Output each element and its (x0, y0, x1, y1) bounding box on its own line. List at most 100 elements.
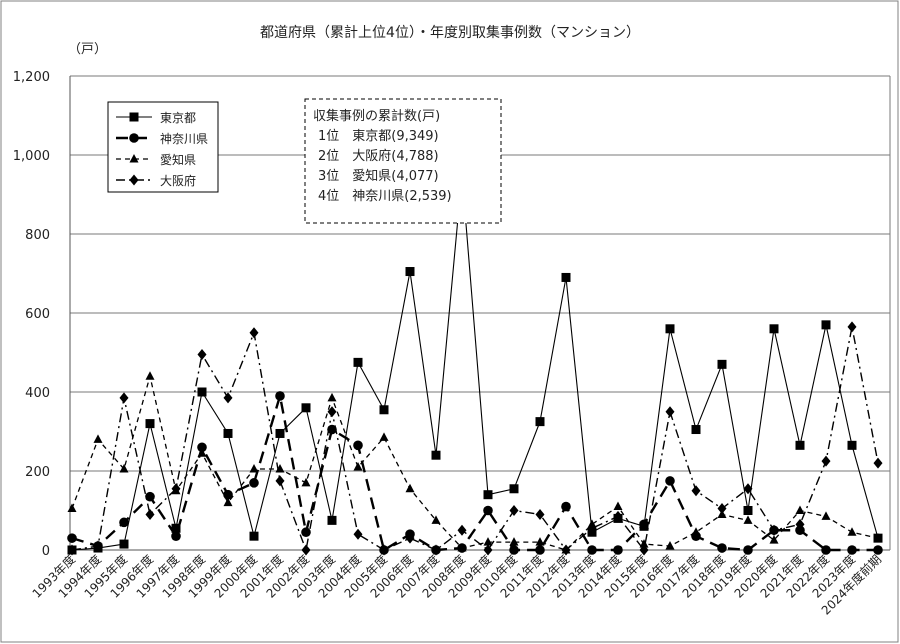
data-point (353, 357, 363, 367)
data-point (197, 448, 207, 457)
data-point (691, 485, 701, 497)
data-point (613, 545, 623, 555)
data-point (353, 462, 363, 471)
data-point (197, 348, 207, 360)
data-point (119, 517, 129, 528)
data-point (405, 483, 415, 493)
data-point (665, 476, 675, 486)
annotation-line: 1位 東京都(9,349) (318, 128, 439, 144)
data-point (457, 524, 467, 536)
data-point (483, 490, 493, 500)
data-point (301, 403, 311, 413)
data-point (275, 391, 285, 401)
annotation-line: 4位 神奈川県(2,539) (318, 189, 452, 204)
y-tick-labels: 0 200 400 600 800 1,000 1,200 (13, 70, 50, 559)
series-line (71, 326, 879, 551)
data-point (327, 392, 337, 402)
data-point (691, 527, 701, 536)
legend-marker (129, 174, 139, 186)
data-point (847, 527, 857, 536)
legend-marker (129, 154, 139, 163)
data-point (145, 491, 155, 502)
data-point (145, 419, 155, 429)
data-point (613, 510, 623, 522)
data-point (275, 475, 285, 487)
data-point (821, 455, 831, 467)
data-point (353, 440, 363, 451)
data-point (171, 531, 181, 541)
annotation-line: 3位 愛知県(4,077) (318, 168, 439, 184)
data-point (379, 544, 389, 556)
data-point (795, 440, 805, 450)
data-point (535, 417, 545, 427)
data-point (171, 483, 181, 495)
data-point (197, 442, 207, 453)
data-point (847, 545, 857, 555)
data-point (665, 541, 675, 550)
data-point (223, 428, 233, 438)
series-4 (67, 321, 883, 556)
data-point (223, 497, 233, 507)
legend-label: 大阪府 (160, 173, 196, 188)
data-point (457, 543, 467, 552)
data-point (93, 540, 103, 552)
data-point (483, 505, 493, 516)
data-point (587, 522, 597, 534)
chart-title: 都道府県（累計上位4位）・年度別取集事例数（マンション） (260, 24, 640, 41)
annotation-frame (304, 98, 502, 224)
legend-marker (129, 112, 139, 122)
data-point (847, 321, 857, 333)
data-point (405, 532, 415, 544)
data-point (665, 406, 675, 418)
data-point (327, 515, 337, 525)
data-point (743, 545, 753, 555)
data-point (847, 440, 857, 450)
data-point (249, 464, 259, 473)
data-point (431, 450, 441, 460)
data-point (639, 519, 649, 530)
series-layer (67, 170, 883, 556)
data-point (561, 501, 571, 512)
data-point (509, 505, 519, 516)
data-point (535, 537, 545, 546)
data-point (119, 392, 129, 404)
data-point (587, 545, 597, 555)
data-point (743, 483, 753, 495)
data-point (379, 405, 389, 415)
data-point (717, 543, 727, 553)
data-point (743, 515, 753, 524)
data-point (639, 544, 649, 556)
legend-label: 東京都 (160, 111, 196, 125)
data-point (509, 545, 519, 555)
data-point (795, 525, 805, 536)
data-point (223, 392, 233, 404)
data-point (483, 544, 493, 556)
data-point (431, 544, 441, 556)
data-point (67, 503, 77, 513)
data-point (119, 464, 129, 473)
data-point (249, 478, 259, 488)
y-axis-unit-label: （戸） (68, 42, 107, 57)
data-point (665, 324, 675, 334)
data-point (821, 511, 831, 520)
data-point (249, 531, 259, 541)
data-point (119, 539, 129, 549)
data-point (769, 535, 779, 544)
data-point (769, 524, 779, 536)
data-point (509, 484, 519, 494)
data-point (535, 545, 545, 555)
data-point (405, 267, 415, 277)
data-point (353, 528, 363, 540)
y-tick-label: 600 (25, 307, 50, 322)
y-tick-label: 1,000 (13, 149, 50, 164)
legend-marker (129, 133, 139, 143)
data-point (431, 515, 441, 524)
annotation-line: 2位 大阪府(4,788) (318, 149, 439, 164)
data-point (691, 425, 701, 435)
data-point (223, 489, 233, 500)
data-point (535, 508, 545, 520)
